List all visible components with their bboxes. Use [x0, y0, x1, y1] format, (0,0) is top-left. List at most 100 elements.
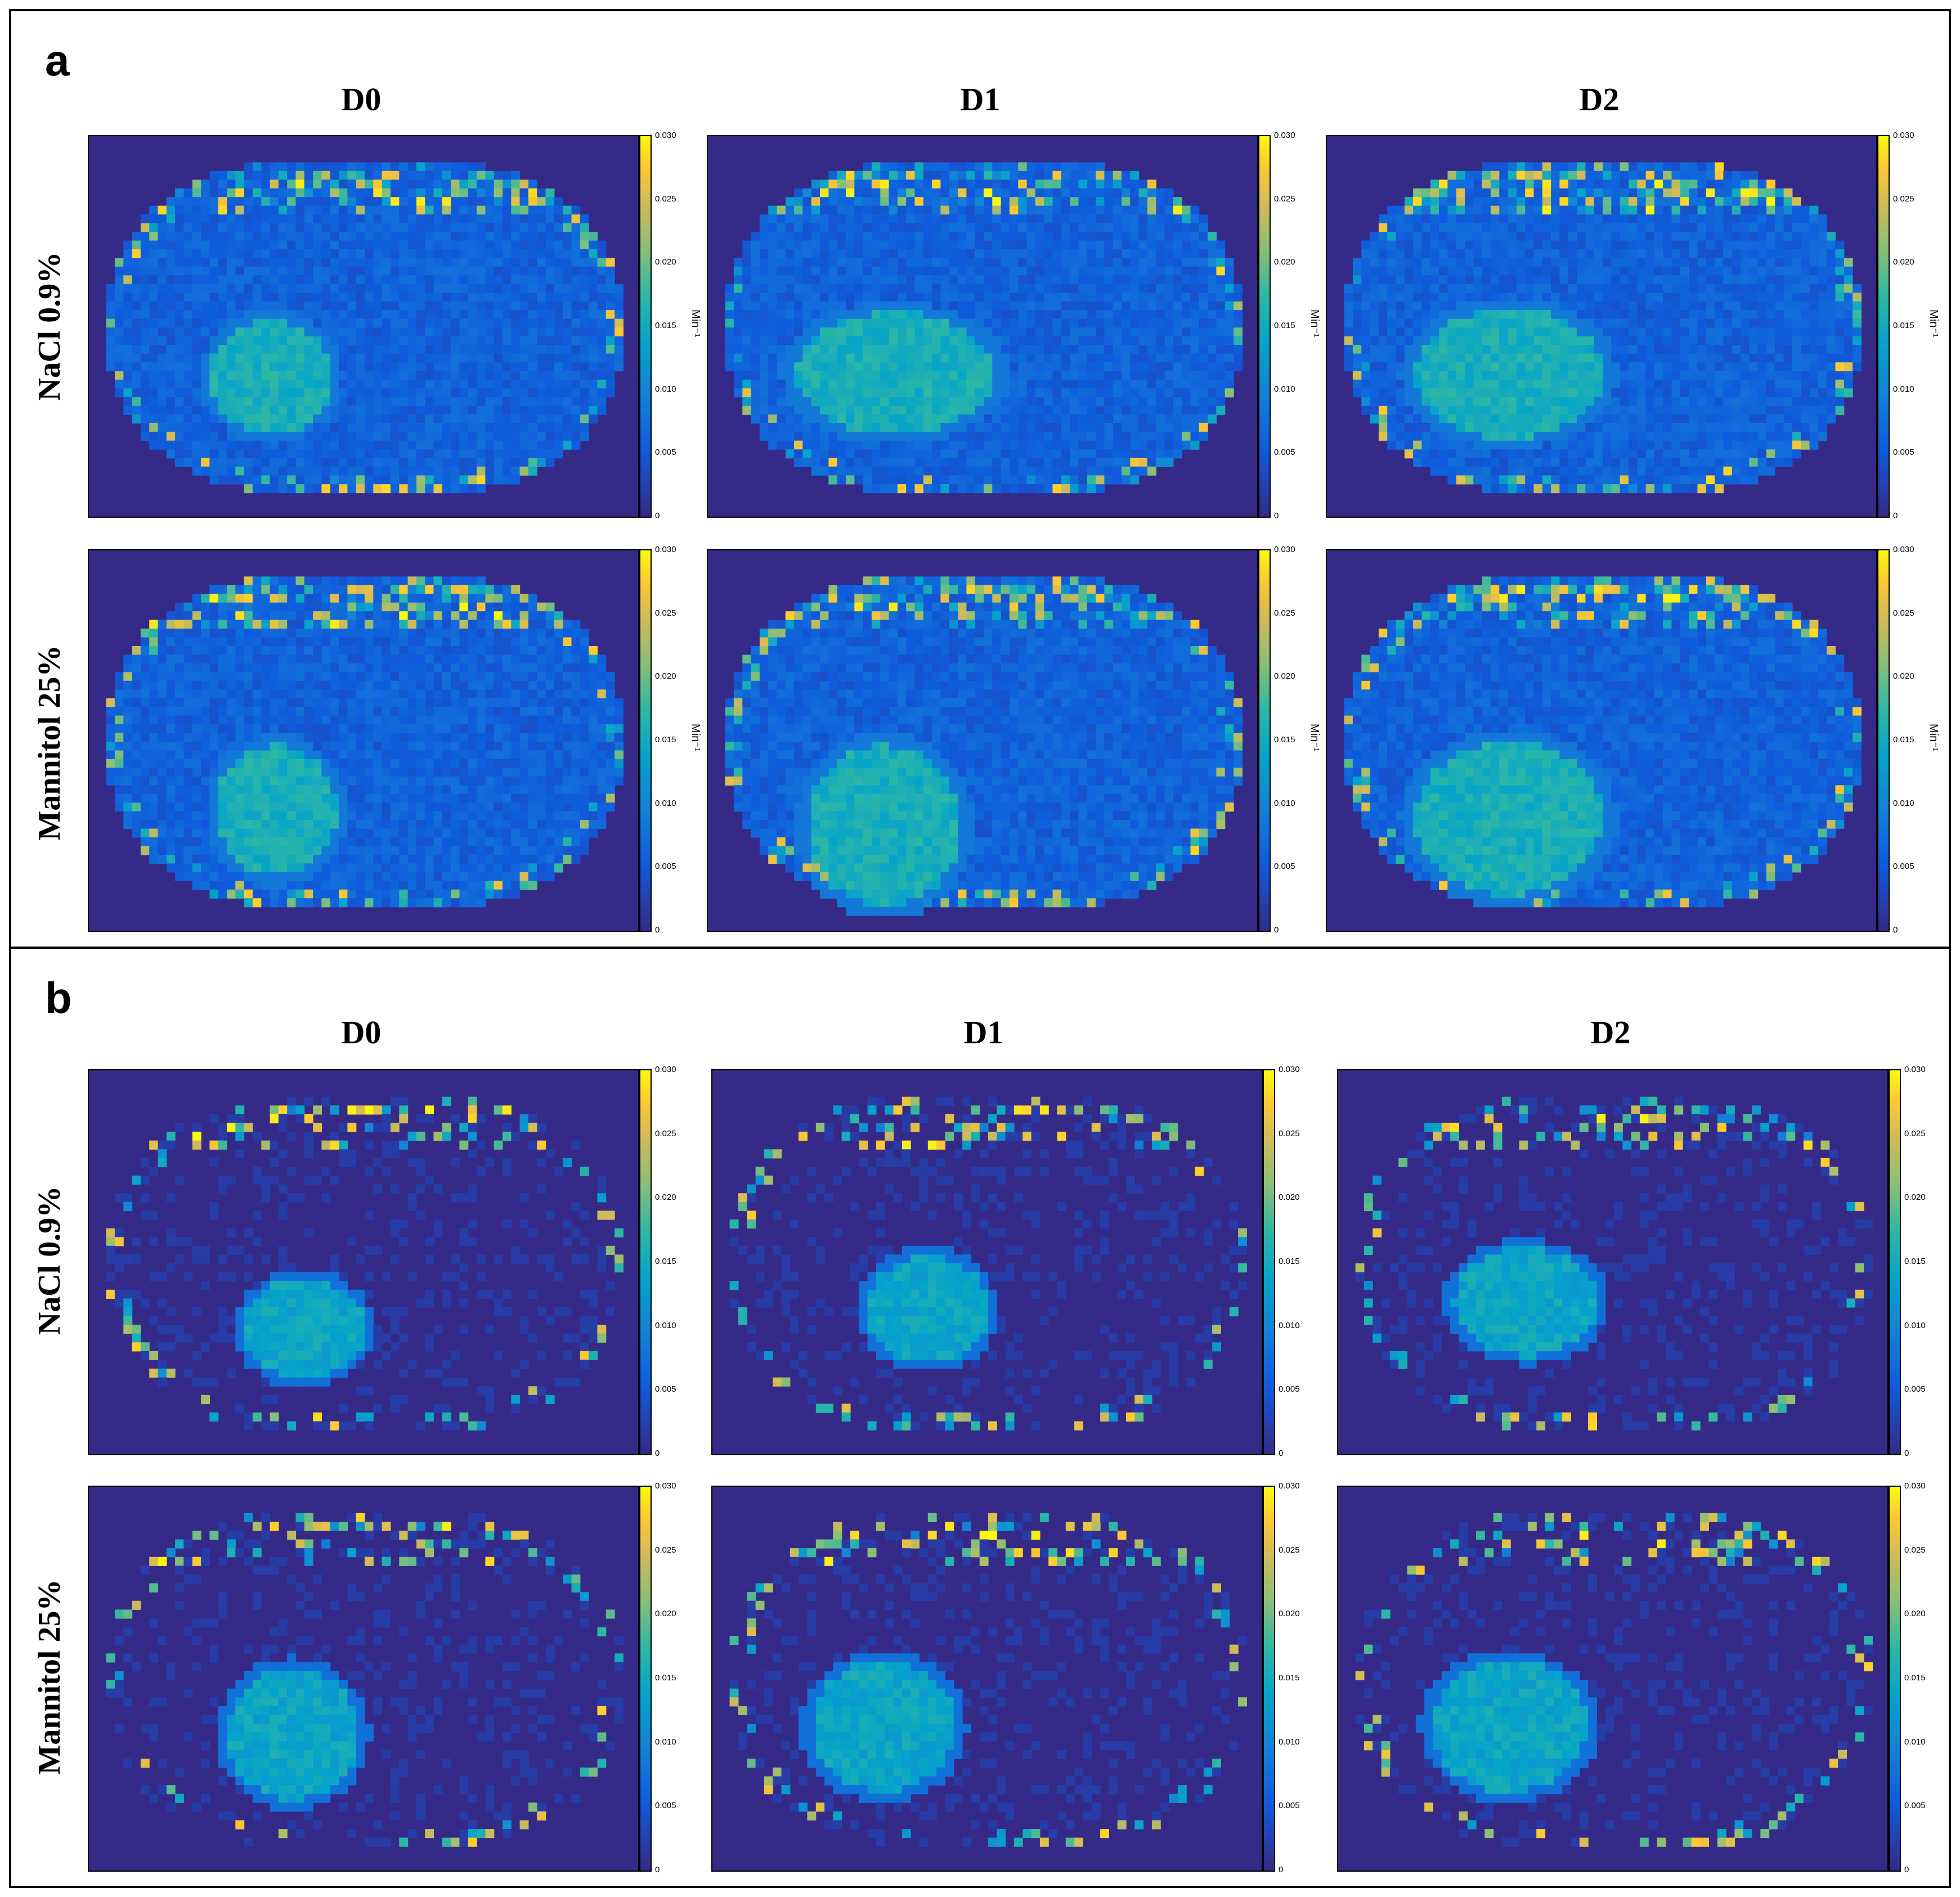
panel-a-colorbar-r2-c3-unit: Min⁻¹: [1927, 724, 1940, 752]
panel-b-colorbar-r2-c3-tick: 0.005: [1904, 1801, 1926, 1811]
panel-b-letter: b: [45, 973, 72, 1023]
panel-b-colorbar-r2-c1-tick: 0.010: [655, 1737, 676, 1747]
panel-a-colorbar-r1-c1-tick: 0.025: [655, 194, 676, 204]
panel-b-colorbar-r2-c2-tick: 0.030: [1279, 1481, 1300, 1491]
panel-a-colorbar-r2-c1: [639, 549, 652, 932]
panel-b-colorbar-r1-c2-tick: 0: [1279, 1448, 1284, 1458]
panel-b-colorbar-r2-c1-tick: 0: [655, 1865, 660, 1874]
panel-b-colorbar-r1-c2-tick: 0.020: [1279, 1192, 1300, 1203]
panel-b-colorbar-r2-c1-tick: 0.015: [655, 1673, 676, 1683]
panel-a-colorbar-r2-c1-tick: 0.005: [655, 862, 676, 872]
panel-a-colorbar-r2-c2-tick: 0.020: [1274, 671, 1295, 681]
panel-a-map-r2-c2: [707, 549, 1258, 932]
panel-b-colorbar-r1-c2: [1263, 1069, 1275, 1455]
panel-b-frame: [9, 947, 1951, 1888]
panel-a-colorbar-r1-c2-tick: 0.015: [1274, 321, 1295, 330]
panel-a-colorbar-r1-c1: [639, 135, 652, 518]
panel-a-colorbar-r2-c1-tick: 0: [655, 925, 660, 935]
panel-a-colorbar-r1-c2-tick: 0.020: [1274, 257, 1295, 267]
panel-b-colorbar-r2-c2-tick: 0.025: [1279, 1545, 1300, 1555]
panel-a-colorbar-r1-c2-tick: 0: [1274, 511, 1279, 521]
panel-b-colorbar-r1-c1-tick: 0.010: [655, 1320, 676, 1330]
panel-b-col-title-d0: D0: [341, 1014, 382, 1051]
panel-b-colorbar-r2-c1-tick: 0.005: [655, 1801, 676, 1811]
panel-a-colorbar-r2-c2: [1258, 549, 1271, 932]
panel-a-colorbar-r2-c2-unit: Min⁻¹: [1308, 724, 1321, 752]
panel-b-colorbar-r1-c3-tick: 0.025: [1904, 1128, 1926, 1138]
panel-b-colorbar-r1-c2-tick: 0.025: [1279, 1128, 1300, 1138]
panel-a-colorbar-r2-c1-tick: 0.030: [655, 545, 676, 554]
panel-b-colorbar-r1-c2-tick: 0.030: [1279, 1065, 1300, 1074]
panel-b-colorbar-r1-c3-tick: 0.030: [1904, 1065, 1926, 1074]
panel-b-col-title-d2: D2: [1590, 1014, 1631, 1051]
panel-a-col-title-d2: D2: [1579, 81, 1620, 118]
panel-a-map-r2-c3-pixels: [1344, 576, 1862, 908]
panel-b-colorbar-r2-c1-tick: 0.020: [655, 1609, 676, 1619]
panel-b-map-r1-c3: [1337, 1069, 1889, 1455]
panel-a-colorbar-r2-c3: [1877, 549, 1890, 932]
panel-a-colorbar-r1-c1-tick: 0: [655, 511, 660, 521]
panel-b-colorbar-r1-c3-tick: 0.005: [1904, 1384, 1926, 1394]
panel-a-colorbar-r1-c1-tick: 0.030: [655, 131, 676, 140]
panel-a-map-r1-c1-pixels: [106, 162, 624, 494]
panel-a-colorbar-r2-c3-tick: 0.030: [1893, 545, 1914, 554]
panel-a-map-r2-c3: [1326, 549, 1877, 932]
panel-b-row-label-nacl: NaCl 0.9%: [32, 1186, 67, 1335]
panel-b-map-r2-c3-pixels: [1355, 1513, 1873, 1847]
panel-b-colorbar-r2-c3-tick: 0: [1904, 1865, 1909, 1874]
panel-a-map-r1-c3: [1326, 135, 1877, 518]
panel-a-colorbar-r2-c3-tick: 0.020: [1893, 671, 1914, 681]
panel-b-colorbar-r1-c3: [1889, 1069, 1901, 1455]
panel-a-map-r1-c2-pixels: [725, 162, 1243, 494]
panel-b-colorbar-r2-c2-tick: 0.020: [1279, 1609, 1300, 1619]
panel-a-colorbar-r1-c3: [1877, 135, 1890, 518]
panel-a-colorbar-r1-c2: [1258, 135, 1271, 518]
panel-a-colorbar-r2-c3-tick: 0.010: [1893, 798, 1914, 808]
panel-b-row-label-mannitol: Mannitol 25%: [32, 1579, 67, 1775]
panel-b-colorbar-r1-c1-tick: 0.005: [655, 1384, 676, 1394]
panel-a-colorbar-r1-c3-tick: 0: [1893, 511, 1898, 521]
panel-b-colorbar-r2-c2-tick: 0.015: [1279, 1673, 1300, 1683]
panel-a-colorbar-r1-c3-tick: 0.010: [1893, 384, 1914, 394]
panel-a-colorbar-r1-c1-unit: Min⁻¹: [689, 310, 702, 338]
panel-a-letter: a: [45, 35, 70, 85]
panel-a-colorbar-r2-c2-tick: 0.025: [1274, 608, 1295, 618]
panel-b-map-r2-c1: [88, 1486, 639, 1872]
panel-b-colorbar-r2-c2-tick: 0.005: [1279, 1801, 1300, 1811]
panel-a-colorbar-r2-c1-tick: 0.015: [655, 735, 676, 745]
panel-b-map-r2-c1-pixels: [106, 1513, 624, 1847]
panel-b-colorbar-r1-c2-tick: 0.015: [1279, 1257, 1300, 1266]
panel-b-colorbar-r1-c1: [639, 1069, 652, 1455]
panel-a-colorbar-r2-c2-tick: 0.010: [1274, 798, 1295, 808]
panel-a-colorbar-r1-c2-tick: 0.005: [1274, 447, 1295, 458]
panel-a-colorbar-r1-c3-tick: 0.005: [1893, 447, 1914, 458]
panel-b-colorbar-r2-c3-tick: 0.020: [1904, 1609, 1926, 1619]
panel-a-colorbar-r2-c2-tick: 0: [1274, 925, 1279, 935]
panel-a-colorbar-r2-c1-tick: 0.020: [655, 671, 676, 681]
panel-a-row-label-mannitol: Mannitol 25%: [32, 645, 67, 841]
panel-a-colorbar-r1-c3-tick: 0.015: [1893, 321, 1914, 330]
panel-a-colorbar-r1-c3-unit: Min⁻¹: [1927, 310, 1940, 338]
panel-a-colorbar-r2-c2-tick: 0.030: [1274, 545, 1295, 554]
panel-b-colorbar-r2-c1-tick: 0.025: [655, 1545, 676, 1555]
panel-b-colorbar-r2-c3-tick: 0.025: [1904, 1545, 1926, 1555]
panel-b-map-r2-c2-pixels: [729, 1513, 1247, 1847]
panel-a-colorbar-r1-c1-tick: 0.005: [655, 447, 676, 458]
panel-a-map-r2-c2-pixels: [725, 576, 1243, 916]
panel-b-map-r1-c1: [88, 1069, 639, 1455]
panel-a-colorbar-r1-c1-tick: 0.015: [655, 321, 676, 330]
panel-b-colorbar-r1-c3-tick: 0.010: [1904, 1320, 1926, 1330]
panel-a-colorbar-r1-c2-tick: 0.030: [1274, 131, 1295, 140]
panel-b-colorbar-r2-c3: [1889, 1486, 1901, 1872]
panel-b-colorbar-r1-c1-tick: 0.020: [655, 1192, 676, 1203]
panel-a-row-label-nacl: NaCl 0.9%: [32, 252, 67, 401]
panel-b-colorbar-r2-c3-tick: 0.030: [1904, 1481, 1926, 1491]
panel-b-colorbar-r1-c3-tick: 0.015: [1904, 1257, 1926, 1266]
panel-a-colorbar-r1-c3-tick: 0.020: [1893, 257, 1914, 267]
panel-b-colorbar-r1-c1-tick: 0: [655, 1448, 660, 1458]
panel-b-map-r1-c2-pixels: [729, 1096, 1247, 1430]
panel-b-colorbar-r2-c3-tick: 0.010: [1904, 1737, 1926, 1747]
panel-a-colorbar-r1-c1-tick: 0.020: [655, 257, 676, 267]
panel-b-colorbar-r2-c2-tick: 0: [1279, 1865, 1284, 1874]
panel-a-map-r1-c1: [88, 135, 639, 518]
